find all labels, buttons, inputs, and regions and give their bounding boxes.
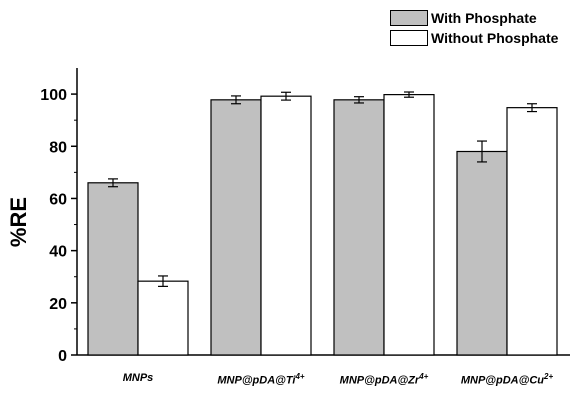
legend-label-without-phosphate: Without Phosphate	[431, 30, 559, 46]
bar-with-phosphate-2	[333, 99, 385, 356]
legend-item-without-phosphate: Without Phosphate	[390, 28, 558, 48]
y-tick-label-100: 100	[40, 87, 67, 104]
bars	[87, 91, 558, 356]
bar-without-phosphate-1	[260, 95, 312, 356]
legend-swatch-with-phosphate	[390, 10, 428, 26]
y-tick-label-40: 40	[49, 244, 67, 261]
x-tick-label-1: MNP@pDA@Ti4+	[217, 372, 305, 387]
legend-label-with-phosphate: With Phosphate	[431, 10, 537, 26]
bar-without-phosphate-3	[506, 107, 558, 356]
y-axis-label: %RE	[6, 197, 31, 247]
bar-with-phosphate-3	[456, 150, 508, 356]
y-tick-label-80: 80	[49, 139, 67, 156]
legend-item-with-phosphate: With Phosphate	[390, 8, 558, 28]
bar-without-phosphate-0	[137, 280, 189, 356]
bar-with-phosphate-0	[87, 182, 139, 356]
bar-with-phosphate-1	[210, 99, 262, 356]
y-tick-label-20: 20	[49, 296, 67, 313]
x-tick-label-0: MNPs	[122, 372, 154, 384]
bar-without-phosphate-2	[383, 94, 435, 356]
y-tick-label-0: 0	[58, 348, 67, 365]
x-tick-label-3: MNP@pDA@Cu2+	[460, 372, 554, 387]
x-tick-label-2: MNP@pDA@Zr4+	[339, 372, 429, 387]
legend-swatch-without-phosphate	[390, 30, 428, 46]
legend: With Phosphate Without Phosphate	[390, 8, 558, 48]
y-tick-label-60: 60	[49, 191, 67, 208]
